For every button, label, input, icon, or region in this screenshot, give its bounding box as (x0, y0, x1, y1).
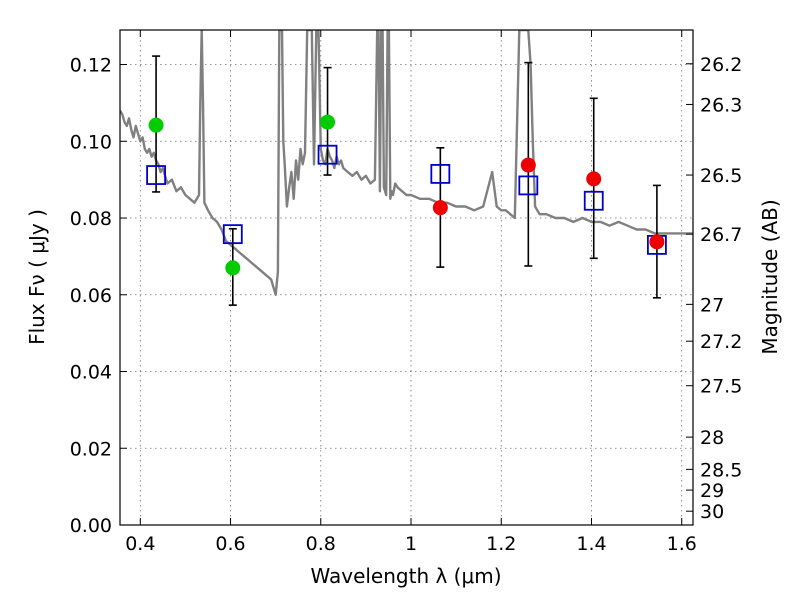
green-data-point (320, 114, 336, 130)
grid (120, 30, 693, 526)
y-tick-label: 0.12 (70, 55, 112, 77)
series-layer (120, 30, 693, 296)
mag-tick-label: 27.5 (700, 376, 742, 398)
ticks: 0.4 0.6 0.8 1 1.2 1.4 1.6 0.00 0.02 0.04 0.06 0.08 0… (70, 30, 742, 555)
mag-tick-label: 26.2 (700, 54, 742, 76)
y-tick-label: 0.06 (70, 285, 112, 307)
green-data-point (225, 260, 241, 276)
plot-background (120, 30, 693, 525)
red-data-point (520, 157, 536, 173)
mag-tick-label: 30 (700, 501, 724, 523)
x-tick-label: 0.8 (306, 533, 336, 555)
red-data-point (649, 234, 665, 250)
model-square-marker (317, 144, 338, 165)
model-square-marker (222, 224, 243, 245)
mag-tick-label: 28.5 (700, 459, 742, 481)
y-tick-label: 0.02 (70, 438, 112, 460)
errorbars (152, 55, 661, 306)
green-data-point (148, 117, 164, 133)
y-tick-label: 0.04 (70, 362, 112, 384)
x-tick-label: 1 (405, 533, 417, 555)
model-square-marker (430, 163, 451, 184)
model-square-marker (518, 175, 539, 196)
y-axis-title: Flux Fν ( μJy ) (25, 209, 49, 345)
x-tick-label: 1.6 (667, 533, 697, 555)
mag-tick-label: 26.7 (700, 224, 742, 246)
x-tick-label: 0.4 (125, 533, 155, 555)
mag-tick-label: 27.2 (700, 331, 742, 353)
mag-tick-label: 26.3 (700, 94, 742, 116)
red-data-point (432, 200, 448, 216)
mag-tick-label: 29 (700, 480, 724, 502)
y-tick-label: 0.10 (70, 131, 112, 153)
red-data-point (586, 171, 602, 187)
x-tick-label: 1.4 (576, 533, 606, 555)
y-tick-label: 0.00 (70, 515, 112, 537)
mag-tick-label: 26.5 (700, 165, 742, 187)
y-tick-label: 0.08 (70, 208, 112, 230)
markers (146, 114, 667, 276)
spectrum-line (120, 30, 693, 296)
plot-frame (119, 29, 694, 526)
x-axis-title: Wavelength λ (μm) (310, 564, 501, 588)
x-tick-label: 0.6 (215, 533, 245, 555)
x-tick-label: 1.2 (486, 533, 516, 555)
model-square-marker (583, 190, 604, 211)
mag-tick-label: 28 (700, 427, 724, 449)
y2-axis-title: Magnitude (AB) (758, 199, 782, 354)
mag-tick-label: 27 (700, 294, 724, 316)
model-square-marker (146, 165, 166, 185)
